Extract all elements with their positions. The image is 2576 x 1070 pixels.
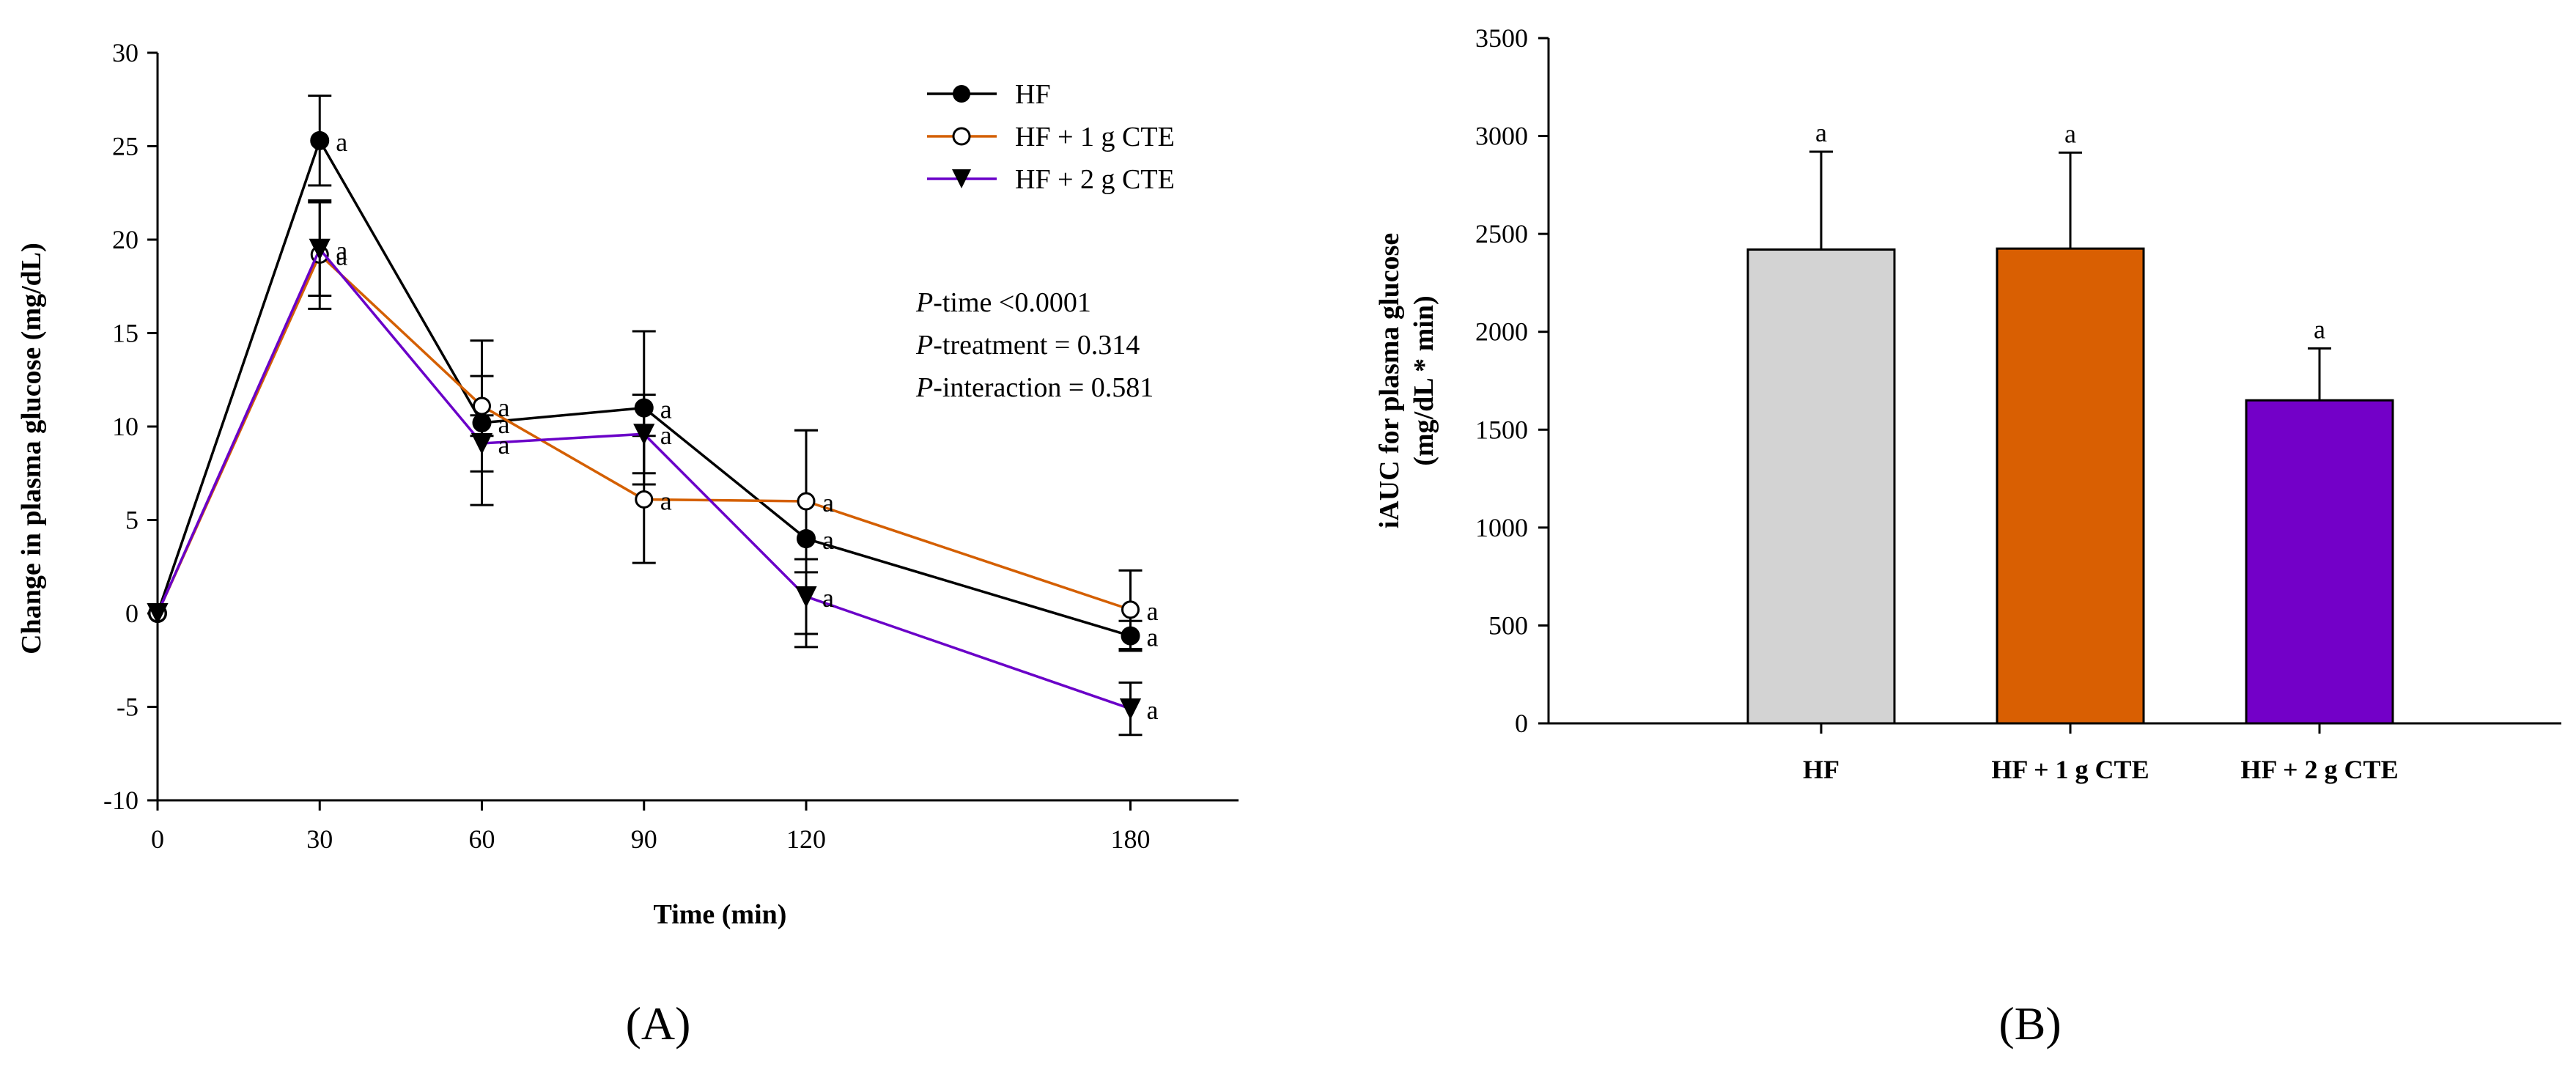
data-point <box>1121 600 1140 619</box>
y-tick-label: 1000 <box>1475 513 1528 542</box>
x-tick-label: 60 <box>469 824 495 854</box>
y-tick-label: 0 <box>1515 709 1528 738</box>
stats-rest: -interaction = 0.581 <box>933 372 1154 403</box>
y-tick-label: -5 <box>117 693 139 722</box>
series-line-0 <box>156 137 1132 638</box>
data-point <box>147 603 169 625</box>
panel-label-b: (B) <box>1999 997 2061 1049</box>
stats-text: P-treatment = 0.314 <box>915 330 1140 361</box>
y-tick-label: 30 <box>112 38 139 67</box>
data-point <box>1119 698 1142 720</box>
panel-label-a: (A) <box>626 997 691 1049</box>
data-point <box>309 238 331 260</box>
series-line-1 <box>156 252 1132 614</box>
bar-1 <box>1746 248 1896 725</box>
stats-rest: -time <0.0001 <box>933 287 1091 318</box>
y-tick-label: 20 <box>112 225 139 254</box>
legend-marker <box>952 169 971 188</box>
legend-marker <box>953 85 970 103</box>
significance-label: a <box>1147 696 1159 725</box>
significance-label: a <box>336 128 347 157</box>
y-axis-title-line1: iAUC for plasma glucose <box>1374 233 1405 529</box>
significance-label: a <box>2314 314 2325 344</box>
x-axis-title: Time (min) <box>654 899 787 930</box>
category-label: HF + 1 g CTE <box>1991 755 2149 784</box>
significance-label: a <box>660 421 672 450</box>
y-tick-label: 15 <box>112 319 139 348</box>
significance-label: a <box>1147 623 1159 652</box>
stats-text: P-time <0.0001 <box>915 287 1091 318</box>
stats-p: P <box>915 330 933 361</box>
stats-text: P-interaction = 0.581 <box>915 372 1154 403</box>
category-label: HF <box>1803 755 1839 784</box>
bar-2 <box>1996 247 2145 725</box>
bar-3 <box>2245 399 2394 725</box>
series-line-2 <box>156 246 1132 710</box>
x-tick-label: 180 <box>1111 824 1151 854</box>
y-tick-label: 0 <box>125 599 139 628</box>
significance-label: a <box>2064 119 2076 148</box>
y-tick-label: 1500 <box>1475 415 1528 444</box>
significance-label: a <box>822 583 834 613</box>
significance-label: a <box>1815 118 1827 147</box>
y-tick-label: 10 <box>112 412 139 441</box>
x-tick-label: 90 <box>631 824 657 854</box>
y-axis-title-line2: (mg/dL * min) <box>1409 295 1439 465</box>
significance-label: a <box>660 395 672 424</box>
panel-b-bar-chart: 0 500 1000 1500 2000 2500 3000 3500 iAUC for pla… <box>1374 23 2561 1049</box>
data-point <box>310 130 330 150</box>
y-tick-label: 5 <box>125 506 139 535</box>
significance-label: a <box>822 488 834 517</box>
y-tick-label: 3000 <box>1475 122 1528 151</box>
category-label: HF + 2 g CTE <box>2240 755 2398 784</box>
y-tick-label: 3500 <box>1475 23 1528 53</box>
x-tick-label: 0 <box>151 824 164 854</box>
significance-label: a <box>336 241 347 270</box>
data-point <box>473 396 491 416</box>
significance-label: a <box>498 393 510 422</box>
y-tick-label: -10 <box>103 786 139 815</box>
data-point <box>470 432 493 455</box>
significance-label: a <box>660 486 672 515</box>
panel-a-line-chart: -10 -5 0 5 10 15 20 25 30 0 30 60 90 120 180 Time (min)… <box>16 38 1239 1049</box>
x-tick-label: 120 <box>786 824 826 854</box>
legend-label: HF + 1 g CTE <box>1015 122 1175 152</box>
legend-marker <box>952 127 971 146</box>
significance-label: a <box>1147 597 1159 626</box>
x-tick-label: 30 <box>306 824 333 854</box>
data-point <box>797 492 816 511</box>
stats-p: P <box>915 287 933 318</box>
legend-label: HF + 2 g CTE <box>1015 164 1175 195</box>
stats-rest: -treatment = 0.314 <box>933 330 1140 361</box>
y-axis-title: Change in plasma glucose (mg/dL) <box>16 243 47 654</box>
y-tick-label: 25 <box>112 132 139 161</box>
data-point <box>635 490 654 509</box>
significance-label: a <box>822 525 834 555</box>
legend-label: HF <box>1015 79 1051 110</box>
significance-label: a <box>336 236 347 265</box>
y-tick-label: 2500 <box>1475 219 1528 248</box>
y-tick-label: 2000 <box>1475 317 1528 347</box>
stats-p: P <box>915 372 933 403</box>
y-tick-label: 500 <box>1488 610 1528 640</box>
data-point <box>795 586 817 608</box>
data-point <box>633 424 655 446</box>
significance-label: a <box>498 430 510 460</box>
